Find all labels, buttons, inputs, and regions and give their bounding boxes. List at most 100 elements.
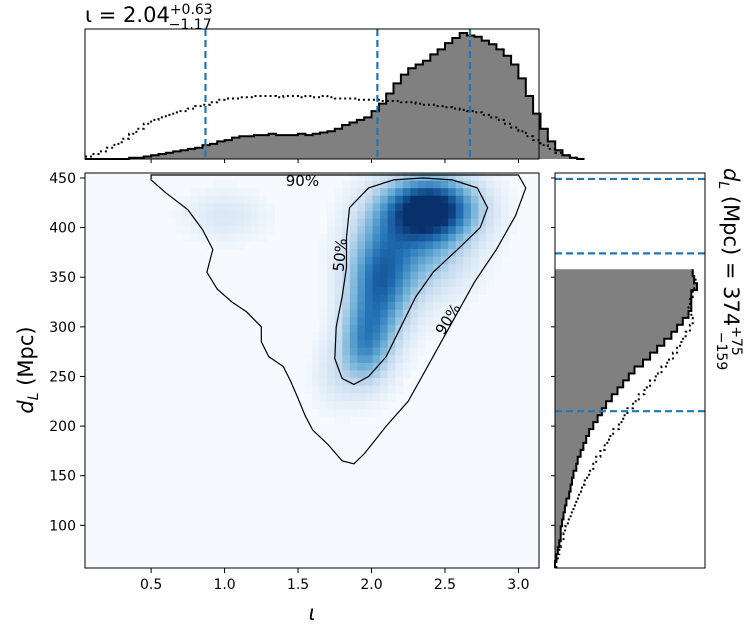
heatmap-cell [402, 203, 411, 212]
heatmap-cell [221, 218, 230, 227]
heatmap-cell [493, 226, 502, 235]
heatmap-cell [410, 195, 419, 204]
heatmap-cell [395, 294, 404, 303]
heatmap-cell [395, 241, 404, 250]
heatmap-cell [327, 362, 336, 372]
heatmap-cell [228, 241, 237, 250]
heatmap-cell [402, 188, 411, 197]
heatmap-cell [266, 218, 275, 227]
heatmap-cell [364, 408, 374, 417]
heatmap-cell [334, 408, 343, 417]
heatmap-cell [395, 302, 404, 311]
heatmap-cell [206, 188, 215, 197]
heatmap-cell [410, 173, 419, 182]
heatmap-cell [342, 210, 351, 220]
heatmap-cell [486, 180, 495, 189]
heatmap-cell [455, 271, 464, 280]
heatmap-cell [410, 317, 419, 326]
heatmap-cell [334, 385, 343, 394]
heatmap-cell [190, 195, 200, 204]
heatmap-cell [349, 309, 358, 318]
heatmap-cell [236, 188, 245, 197]
heatmap-cell [372, 400, 381, 410]
heatmap-cell [221, 233, 230, 242]
y-tick-label: 300 [49, 320, 76, 336]
heatmap-cell [425, 309, 434, 318]
heatmap-cell [486, 226, 495, 235]
heatmap-cell [372, 218, 381, 227]
heatmap-cell [395, 226, 404, 235]
heatmap-cell [448, 210, 457, 220]
heatmap-cell [327, 378, 336, 387]
heatmap-cell [425, 302, 434, 311]
heatmap-cell [501, 180, 510, 189]
heatmap-cell [236, 226, 245, 235]
heatmap-cell [380, 218, 389, 227]
heatmap-cell [433, 218, 442, 227]
heatmap-cell [402, 256, 411, 265]
heatmap-cell [251, 218, 260, 227]
heatmap-cell [455, 279, 464, 288]
heatmap-cell [349, 180, 358, 189]
y-tick-label: 100 [49, 518, 76, 534]
heatmap-cell [387, 264, 396, 273]
heatmap-cell [372, 233, 381, 242]
heatmap-cell [357, 393, 366, 402]
heatmap-cell [486, 233, 495, 242]
x-tick-label: 3.0 [507, 577, 529, 593]
heatmap-cell [380, 203, 389, 212]
heatmap-cell [478, 286, 487, 296]
heatmap-cell [372, 347, 381, 356]
iota-marginal-panel [84, 28, 585, 160]
heatmap-cell [319, 385, 328, 394]
heatmap-cell [349, 362, 358, 372]
heatmap-cell [259, 195, 268, 204]
heatmap-cell [364, 218, 374, 227]
heatmap-cell [455, 218, 464, 227]
heatmap-cell [221, 241, 230, 250]
heatmap-cell [342, 362, 351, 372]
heatmap-cell [364, 309, 374, 318]
heatmap-cell [190, 218, 200, 227]
heatmap-cell [478, 264, 487, 273]
heatmap-cell [463, 218, 472, 227]
heatmap-cell [470, 241, 480, 250]
heatmap-cell [357, 233, 366, 242]
heatmap-cell [470, 210, 480, 220]
heatmap-cell [380, 248, 389, 258]
heatmap-cell [380, 362, 389, 372]
heatmap-cell [387, 324, 396, 334]
heatmap-cell [327, 218, 336, 227]
iota-title: ι = 2.04+0.63 −1.17 [85, 2, 213, 33]
x-tick-label: 1.0 [213, 577, 235, 593]
heatmap-cell [478, 241, 487, 250]
heatmap-cell [319, 324, 328, 334]
heatmap-cell [221, 180, 230, 189]
heatmap-cell [425, 324, 434, 334]
heatmap-cell [251, 233, 260, 242]
heatmap-cell [380, 226, 389, 235]
heatmap-cell [455, 173, 464, 182]
heatmap-cell [357, 264, 366, 273]
heatmap-cell [448, 294, 457, 303]
heatmap-cell [448, 233, 457, 242]
heatmap-cell [463, 271, 472, 280]
heatmap-cell [357, 203, 366, 212]
heatmap-cell [357, 317, 366, 326]
heatmap-cell [417, 271, 427, 280]
heatmap-cell [380, 370, 389, 379]
heatmap-cell [357, 210, 366, 220]
heatmap-cell [478, 203, 487, 212]
heatmap-cell [380, 180, 389, 189]
heatmap-cell [395, 264, 404, 273]
heatmap-cell [493, 188, 502, 197]
heatmap-cell [334, 248, 343, 258]
heatmap-cell [364, 347, 374, 356]
heatmap-cell [448, 173, 457, 182]
heatmap-cell [493, 241, 502, 250]
heatmap-cell [448, 264, 457, 273]
heatmap-cell [410, 218, 419, 227]
x-tick-label: 2.5 [434, 577, 456, 593]
heatmap-cell [372, 370, 381, 379]
heatmap-cell [357, 173, 366, 182]
